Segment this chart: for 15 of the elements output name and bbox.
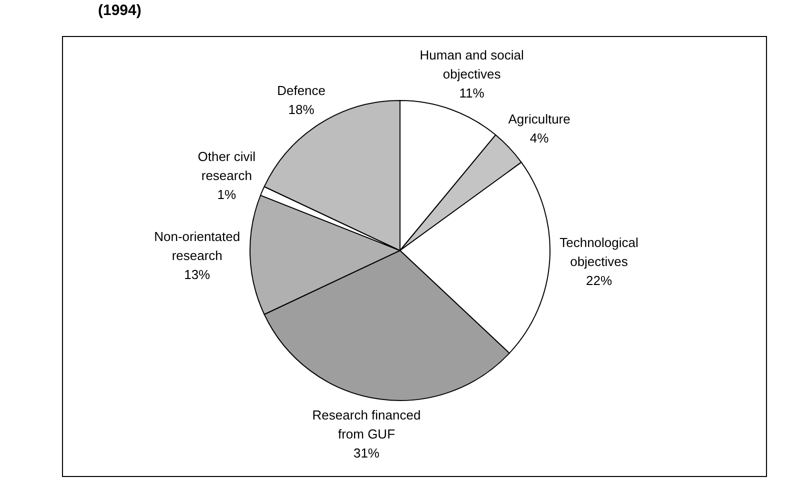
data-label: 4%: [530, 130, 550, 146]
slice-label: Technological objectives: [560, 234, 638, 269]
slice-label: Agriculture: [508, 111, 570, 126]
data-label: 22%: [586, 272, 612, 288]
data-label: 1%: [217, 187, 236, 202]
slice-label: Human and social objectives: [420, 48, 524, 82]
chart-title: (1994): [98, 2, 142, 19]
slice-label: Defence: [277, 83, 326, 98]
slice-label: Research financed from GUF: [312, 407, 421, 442]
data-label: 11%: [459, 86, 485, 101]
data-label: 18%: [288, 102, 315, 118]
data-label: 13%: [184, 266, 211, 282]
slice-label: Non-orientated research: [154, 228, 240, 263]
data-label: 31%: [353, 445, 380, 460]
slice-label: Other civil research: [198, 149, 256, 184]
